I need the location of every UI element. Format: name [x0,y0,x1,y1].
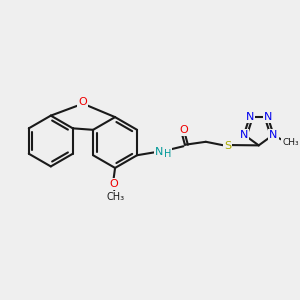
Text: S: S [224,141,231,151]
Text: CH₃: CH₃ [106,192,124,202]
Text: CH₃: CH₃ [282,139,299,148]
Text: N: N [269,130,278,140]
Text: O: O [79,97,87,107]
Text: N: N [155,147,164,157]
Text: N: N [245,112,254,122]
Text: O: O [109,179,118,189]
Text: O: O [179,125,188,135]
Text: N: N [264,112,272,122]
Text: H: H [164,149,171,159]
Text: N: N [240,130,248,140]
